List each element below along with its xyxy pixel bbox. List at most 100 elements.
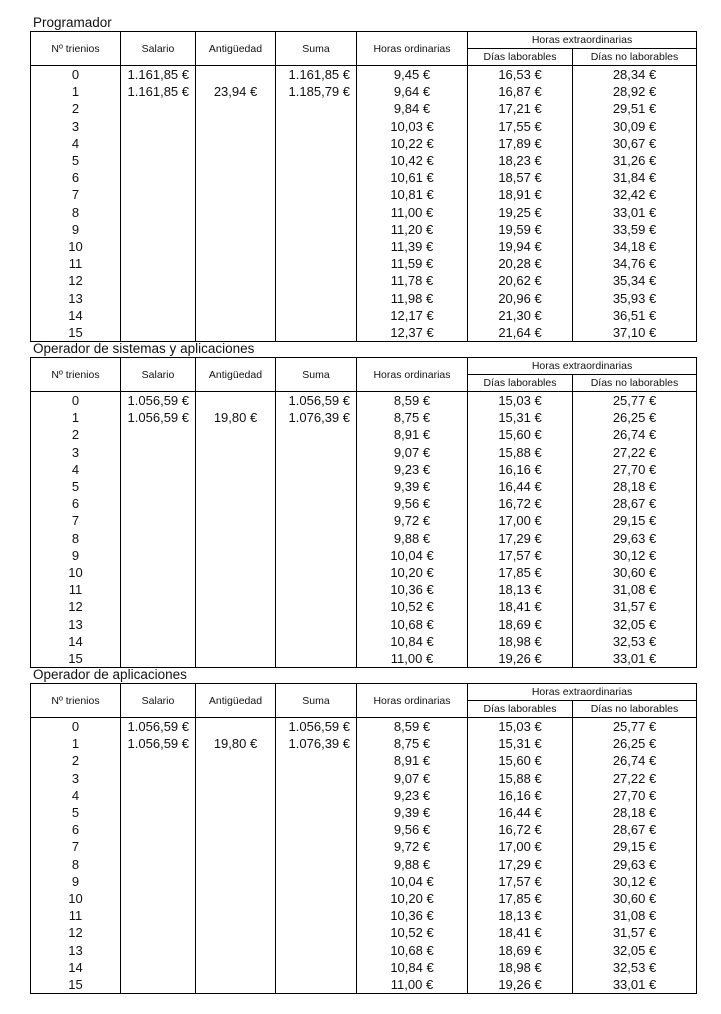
cell-horas-ordinarias: 10,52 € (356, 924, 468, 942)
cell-horas-ordinarias: 10,42 € (356, 152, 468, 170)
cell-dias-laborables: 18,69 € (467, 615, 573, 633)
table-row: 3 9,07 €15,88 €27,22 € (30, 443, 698, 461)
table-row: 12 10,52 €18,41 €31,57 € (30, 924, 698, 942)
cell-trienios: 8 (30, 529, 121, 547)
cell-dias-no-laborables: 32,53 € (571, 958, 698, 977)
cell-dias-no-laborables: 27,22 € (571, 443, 698, 461)
cell-salario (120, 924, 196, 942)
cell-dias-laborables: 17,21 € (467, 100, 573, 118)
table-row: 11 11,59 €20,28 €34,76 € (30, 255, 698, 273)
cell-antiguedad (195, 581, 276, 599)
cell-horas-ordinarias: 10,36 € (356, 907, 468, 925)
table-row: 11 10,36 €18,13 €31,08 € (30, 907, 698, 925)
cell-horas-ordinarias: 11,00 € (356, 976, 468, 995)
cell-dias-laborables: 15,88 € (467, 769, 573, 787)
cell-dias-laborables: 16,72 € (467, 821, 573, 839)
cell-trienios: 14 (30, 958, 121, 977)
cell-antiguedad (195, 838, 276, 856)
cell-dias-laborables: 18,69 € (467, 941, 573, 959)
cell-suma (275, 117, 357, 135)
header-dias-no-laborables: Días no laborables (571, 48, 698, 66)
section-title: Operador de sistemas y aplicaciones (33, 341, 255, 356)
cell-trienios: 6 (30, 169, 121, 187)
cell-horas-ordinarias: 10,20 € (356, 564, 468, 582)
cell-suma (275, 255, 357, 273)
cell-trienios: 11 (30, 581, 121, 599)
cell-horas-ordinarias: 10,04 € (356, 872, 468, 891)
cell-antiguedad (195, 924, 276, 942)
table-row: 12 11,78 €20,62 €35,34 € (30, 272, 698, 290)
table-row: 13 10,68 €18,69 €32,05 € (30, 615, 698, 633)
cell-suma (275, 581, 357, 599)
cell-horas-ordinarias: 9,88 € (356, 855, 468, 873)
cell-salario (120, 598, 196, 616)
cell-dias-no-laborables: 28,34 € (571, 65, 698, 84)
cell-horas-ordinarias: 10,84 € (356, 632, 468, 651)
cell-dias-no-laborables: 33,59 € (571, 220, 698, 239)
table-row: 14 10,84 €18,98 €32,53 € (30, 632, 698, 651)
cell-horas-ordinarias: 10,68 € (356, 941, 468, 959)
cell-trienios: 8 (30, 855, 121, 873)
cell-suma (275, 598, 357, 616)
cell-dias-laborables: 17,55 € (467, 117, 573, 135)
cell-dias-no-laborables: 26,25 € (571, 735, 698, 753)
cell-antiguedad (195, 238, 276, 256)
header-antiguedad: Antigüedad (195, 683, 276, 718)
table-row: 2 8,91 €15,60 €26,74 € (30, 426, 698, 444)
cell-suma (275, 872, 357, 891)
table-row: 7 9,72 €17,00 €29,15 € (30, 838, 698, 856)
cell-suma (275, 203, 357, 221)
cell-antiguedad (195, 976, 276, 995)
cell-trienios: 11 (30, 255, 121, 273)
cell-salario (120, 272, 196, 290)
header-horas-ordinarias: Horas ordinarias (356, 31, 468, 66)
cell-horas-ordinarias: 9,72 € (356, 838, 468, 856)
cell-salario (120, 615, 196, 633)
cell-dias-no-laborables: 31,08 € (571, 581, 698, 599)
cell-suma (275, 976, 357, 995)
cell-salario (120, 581, 196, 599)
cell-horas-ordinarias: 11,00 € (356, 650, 468, 669)
table-row: 3 10,03 €17,55 €30,09 € (30, 117, 698, 135)
cell-suma (275, 152, 357, 170)
cell-dias-no-laborables: 25,77 € (571, 717, 698, 736)
cell-horas-ordinarias: 10,84 € (356, 958, 468, 977)
cell-dias-no-laborables: 26,74 € (571, 752, 698, 770)
cell-salario (120, 238, 196, 256)
cell-trienios: 13 (30, 941, 121, 959)
table-row: 4 9,23 €16,16 €27,70 € (30, 786, 698, 805)
cell-dias-no-laborables: 34,76 € (571, 255, 698, 273)
cell-dias-no-laborables: 34,18 € (571, 238, 698, 256)
cell-antiguedad (195, 821, 276, 839)
cell-dias-no-laborables: 27,22 € (571, 769, 698, 787)
cell-trienios: 7 (30, 186, 121, 204)
cell-antiguedad (195, 958, 276, 977)
cell-dias-laborables: 18,57 € (467, 169, 573, 187)
table-row: 2 8,91 €15,60 €26,74 € (30, 752, 698, 770)
cell-antiguedad (195, 289, 276, 307)
cell-dias-no-laborables: 29,63 € (571, 529, 698, 547)
cell-antiguedad (195, 804, 276, 822)
cell-trienios: 4 (30, 460, 121, 479)
header-horas-ordinarias: Horas ordinarias (356, 357, 468, 392)
cell-dias-no-laborables: 26,25 € (571, 409, 698, 427)
cell-trienios: 15 (30, 324, 121, 343)
cell-suma (275, 220, 357, 239)
header-suma: Suma (275, 357, 357, 392)
header-trienios: Nº trienios (30, 683, 121, 718)
cell-horas-ordinarias: 8,59 € (356, 391, 468, 410)
header-horas-ordinarias: Horas ordinarias (356, 683, 468, 718)
cell-salario (120, 769, 196, 787)
cell-dias-laborables: 19,25 € (467, 203, 573, 221)
cell-horas-ordinarias: 11,59 € (356, 255, 468, 273)
cell-antiguedad (195, 890, 276, 908)
table-row: 15 11,00 €19,26 €33,01 € (30, 650, 698, 669)
table-row: 8 11,00 €19,25 €33,01 € (30, 203, 698, 221)
cell-antiguedad (195, 169, 276, 187)
cell-dias-no-laborables: 30,60 € (571, 564, 698, 582)
cell-horas-ordinarias: 9,64 € (356, 83, 468, 101)
cell-trienios: 13 (30, 615, 121, 633)
cell-antiguedad (195, 255, 276, 273)
cell-suma (275, 855, 357, 873)
cell-horas-ordinarias: 10,03 € (356, 117, 468, 135)
